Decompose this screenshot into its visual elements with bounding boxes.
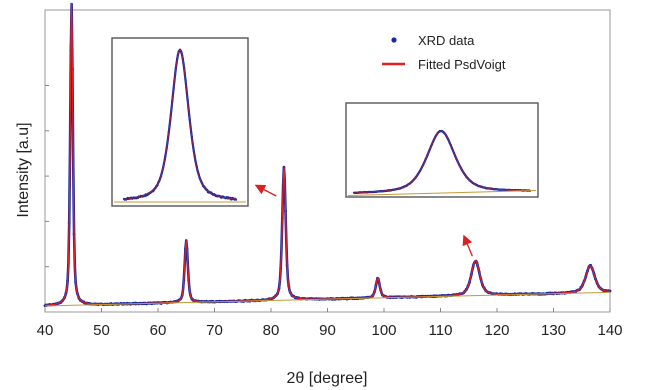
x-tick-label: 140 — [597, 322, 622, 339]
inset-fit-line — [123, 49, 237, 200]
inset-2-frame — [345, 102, 539, 198]
legend-label-xrd-data: XRD data — [418, 33, 475, 48]
x-tick-label: 70 — [206, 322, 223, 339]
inset-1-arrow — [254, 184, 277, 197]
inset-1-plot — [114, 48, 246, 203]
inset-1-frame — [111, 37, 249, 207]
x-tick-label: 100 — [371, 322, 396, 339]
x-axis-title: 2θ [degree] — [287, 370, 368, 387]
x-tick-label: 40 — [37, 322, 54, 339]
x-tick-label: 130 — [541, 322, 566, 339]
inset-peak-44 — [111, 37, 249, 207]
x-tick-label: 60 — [150, 322, 167, 339]
inset-fit-line — [353, 130, 531, 194]
x-tick-label: 110 — [429, 322, 453, 339]
inset-baseline — [347, 190, 537, 196]
x-tick-label: 50 — [93, 322, 110, 339]
x-tick-label: 120 — [484, 322, 509, 339]
baseline-line — [44, 291, 611, 307]
series-layer — [43, 2, 612, 308]
inset-2-plot — [347, 129, 537, 196]
inset-peak-116 — [345, 102, 539, 198]
inset-arrows — [254, 184, 474, 257]
y-axis-title: Intensity [a.u] — [15, 122, 32, 217]
x-axis-ticks: 40 50 60 70 80 90 100 110 120 130 140 — [37, 85, 623, 339]
x-tick-label: 90 — [319, 322, 336, 339]
x-tick-label: 80 — [263, 322, 280, 339]
legend: XRD data Fitted PsdVoigt — [382, 33, 506, 72]
legend-label-fitted-psdvoigt: Fitted PsdVoigt — [418, 57, 506, 72]
legend-marker-xrd-data — [391, 37, 397, 43]
inset-2-arrow — [462, 234, 474, 257]
